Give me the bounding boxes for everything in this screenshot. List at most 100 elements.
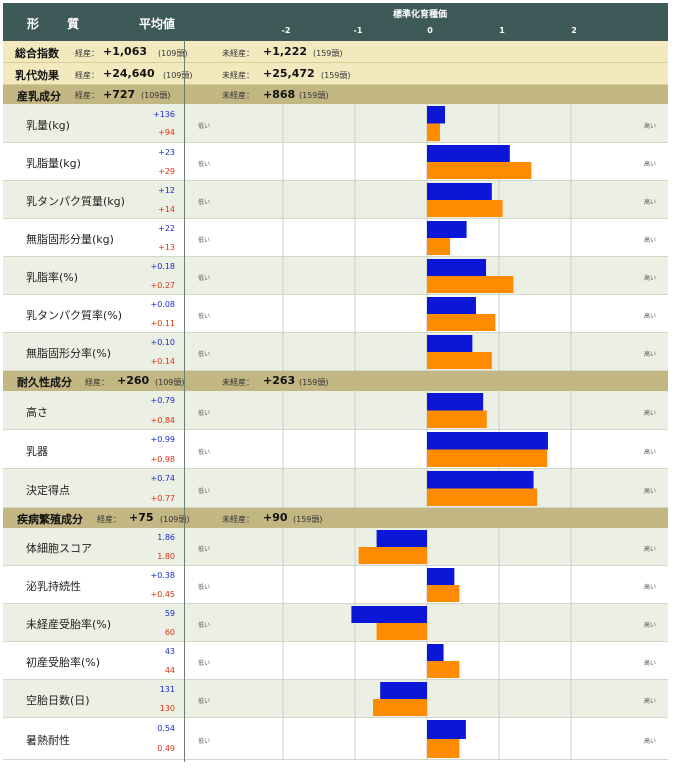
average-column-header: 平均値 bbox=[139, 17, 176, 31]
low-label: 低い bbox=[198, 351, 211, 358]
high-label: 高い bbox=[644, 123, 657, 130]
high-label: 高い bbox=[644, 237, 657, 244]
trait-value-heifer: 44 bbox=[164, 666, 175, 675]
section-heifer-count: (159頭) bbox=[293, 515, 323, 524]
low-label: 低い bbox=[198, 584, 211, 591]
summary-parous-value: +24,640 bbox=[103, 67, 155, 80]
header-bar: 形 質 平均値 標準化育種価 -2 -1 0 1 2 bbox=[3, 3, 668, 41]
bar-heifer bbox=[427, 661, 460, 678]
trait-row: 暑熱耐性 0.54 0.49 低い 高い bbox=[3, 718, 668, 760]
axis-tick-label: 0 bbox=[427, 26, 433, 35]
trait-value-parous: 0.54 bbox=[157, 724, 175, 733]
low-label: 低い bbox=[198, 546, 211, 553]
bar-heifer bbox=[427, 276, 514, 293]
summary-label: 総合指数 bbox=[15, 47, 59, 60]
trait-value-parous: +23 bbox=[158, 148, 175, 157]
trait-row: 初産受胎率(%) 43 44 低い 高い bbox=[3, 642, 668, 680]
bar-heifer bbox=[427, 449, 548, 467]
section-heifer-count: (159頭) bbox=[299, 378, 329, 387]
trait-name: 決定得点 bbox=[26, 484, 70, 497]
bar-heifer bbox=[427, 314, 496, 331]
trait-value-parous: +22 bbox=[158, 224, 175, 233]
bar-parous bbox=[427, 568, 455, 585]
trait-row: 無脂固形分率(%) +0.10 +0.14 低い 高い bbox=[3, 333, 668, 371]
trait-name: 初産受胎率(%) bbox=[26, 656, 101, 669]
high-label: 高い bbox=[644, 161, 657, 168]
trait-row: 空胎日数(日) 131 130 低い 高い bbox=[3, 680, 668, 718]
section-parous-value: +260 bbox=[117, 374, 150, 387]
trait-row: 乳脂率(%) +0.18 +0.27 低い 高い bbox=[3, 257, 668, 295]
bar-parous bbox=[427, 644, 444, 661]
high-label: 高い bbox=[644, 622, 657, 629]
high-label: 高い bbox=[644, 584, 657, 591]
trait-value-heifer: +0.98 bbox=[150, 455, 175, 464]
low-label: 低い bbox=[198, 698, 211, 705]
trait-row: 乳タンパク質率(%) +0.08 +0.11 低い 高い bbox=[3, 295, 668, 333]
trait-value-heifer: +94 bbox=[158, 128, 175, 137]
section-parous-count: (109頭) bbox=[141, 91, 171, 100]
trait-name: 乳脂量(kg) bbox=[26, 157, 81, 170]
low-label: 低い bbox=[198, 123, 211, 130]
trait-value-parous: 59 bbox=[164, 609, 175, 618]
high-label: 高い bbox=[644, 313, 657, 320]
axis-tick-label: -2 bbox=[281, 26, 291, 35]
bar-heifer bbox=[427, 585, 460, 602]
section-parous-count: (109頭) bbox=[155, 378, 185, 387]
section-parous-value: +75 bbox=[129, 511, 154, 524]
section-parous-label: 経産： bbox=[85, 378, 109, 387]
bar-parous bbox=[427, 297, 476, 314]
trait-name: 無脂固形分率(%) bbox=[26, 347, 112, 360]
trait-value-heifer: 60 bbox=[164, 628, 175, 637]
trait-name: 乳脂率(%) bbox=[26, 271, 79, 284]
section-heifer-value: +263 bbox=[263, 374, 296, 387]
trait-name: 乳タンパク質量(kg) bbox=[26, 195, 125, 208]
trait-row: 体細胞スコア 1.86 1.80 低い 高い bbox=[3, 528, 668, 566]
bar-parous bbox=[427, 335, 473, 352]
bar-heifer bbox=[427, 410, 487, 428]
low-label: 低い bbox=[198, 488, 211, 495]
bar-parous bbox=[427, 259, 487, 276]
summary-heifer-value: +1,222 bbox=[263, 45, 308, 58]
bar-parous bbox=[427, 432, 548, 450]
summary-heifer-count: (159頭) bbox=[321, 71, 351, 80]
low-label: 低い bbox=[198, 313, 211, 320]
section-label: 産乳成分 bbox=[17, 90, 61, 103]
bar-heifer bbox=[427, 200, 503, 217]
trait-name: 乳タンパク質率(%) bbox=[26, 309, 123, 322]
bar-parous bbox=[427, 393, 484, 411]
trait-row: 乳器 +0.99 +0.98 低い 高い bbox=[3, 430, 668, 469]
axis-tick-label: 2 bbox=[571, 26, 577, 35]
summary-heifer-count: (159頭) bbox=[313, 49, 343, 58]
section-label: 耐久性成分 bbox=[17, 376, 72, 389]
trait-column-header: 形 質 bbox=[27, 17, 92, 31]
summary-row-total-index: 総合指数 経産： +1,063 (109頭) 未経産： +1,222 (159頭… bbox=[3, 41, 668, 63]
trait-name: 未経産受胎率(%) bbox=[26, 618, 112, 631]
section-heifer-label: 未経産： bbox=[222, 91, 254, 100]
bar-parous bbox=[376, 530, 427, 547]
section-label: 疾病繁殖成分 bbox=[17, 513, 83, 526]
trait-value-parous: +0.99 bbox=[150, 435, 175, 444]
high-label: 高い bbox=[644, 738, 657, 745]
trait-value-parous: 43 bbox=[164, 647, 175, 656]
section-heifer-count: (159頭) bbox=[299, 91, 329, 100]
trait-name: 体細胞スコア bbox=[26, 542, 92, 555]
trait-name: 暑熱耐性 bbox=[26, 734, 70, 747]
trait-value-heifer: 130 bbox=[159, 704, 175, 713]
axis-tick-label: -1 bbox=[353, 26, 363, 35]
axis-tick-label: 1 bbox=[499, 26, 505, 35]
high-label: 高い bbox=[644, 275, 657, 282]
section-parous-label: 経産： bbox=[75, 91, 99, 100]
bar-heifer bbox=[427, 488, 538, 506]
summary-parous-count: (109頭) bbox=[158, 49, 188, 58]
high-label: 高い bbox=[644, 449, 657, 456]
trait-row: 決定得点 +0.74 +0.77 低い 高い bbox=[3, 469, 668, 508]
trait-value-parous: +0.74 bbox=[150, 474, 175, 483]
bar-parous bbox=[427, 106, 445, 124]
bar-heifer bbox=[427, 739, 460, 758]
trait-row: 乳脂量(kg) +23 +29 低い 高い bbox=[3, 143, 668, 181]
bar-heifer bbox=[373, 699, 427, 716]
section-heifer-label: 未経産： bbox=[222, 515, 254, 524]
trait-value-parous: +0.18 bbox=[150, 262, 175, 271]
